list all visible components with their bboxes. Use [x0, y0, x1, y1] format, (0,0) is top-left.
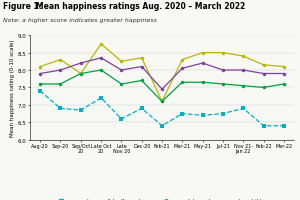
Text: Figure 1:: Figure 1: — [3, 2, 42, 11]
Text: Mean happiness ratings Aug. 2020 – March 2022: Mean happiness ratings Aug. 2020 – March… — [28, 2, 246, 11]
Y-axis label: Mean happiness rating (0-10 scale): Mean happiness rating (0-10 scale) — [10, 39, 15, 137]
Legend: - secondary pupils' self-report, parents' reports on primary children, parents' : - secondary pupils' self-report, parents… — [53, 196, 271, 200]
Text: Note: a higher score indicates greater happiness: Note: a higher score indicates greater h… — [3, 18, 157, 23]
